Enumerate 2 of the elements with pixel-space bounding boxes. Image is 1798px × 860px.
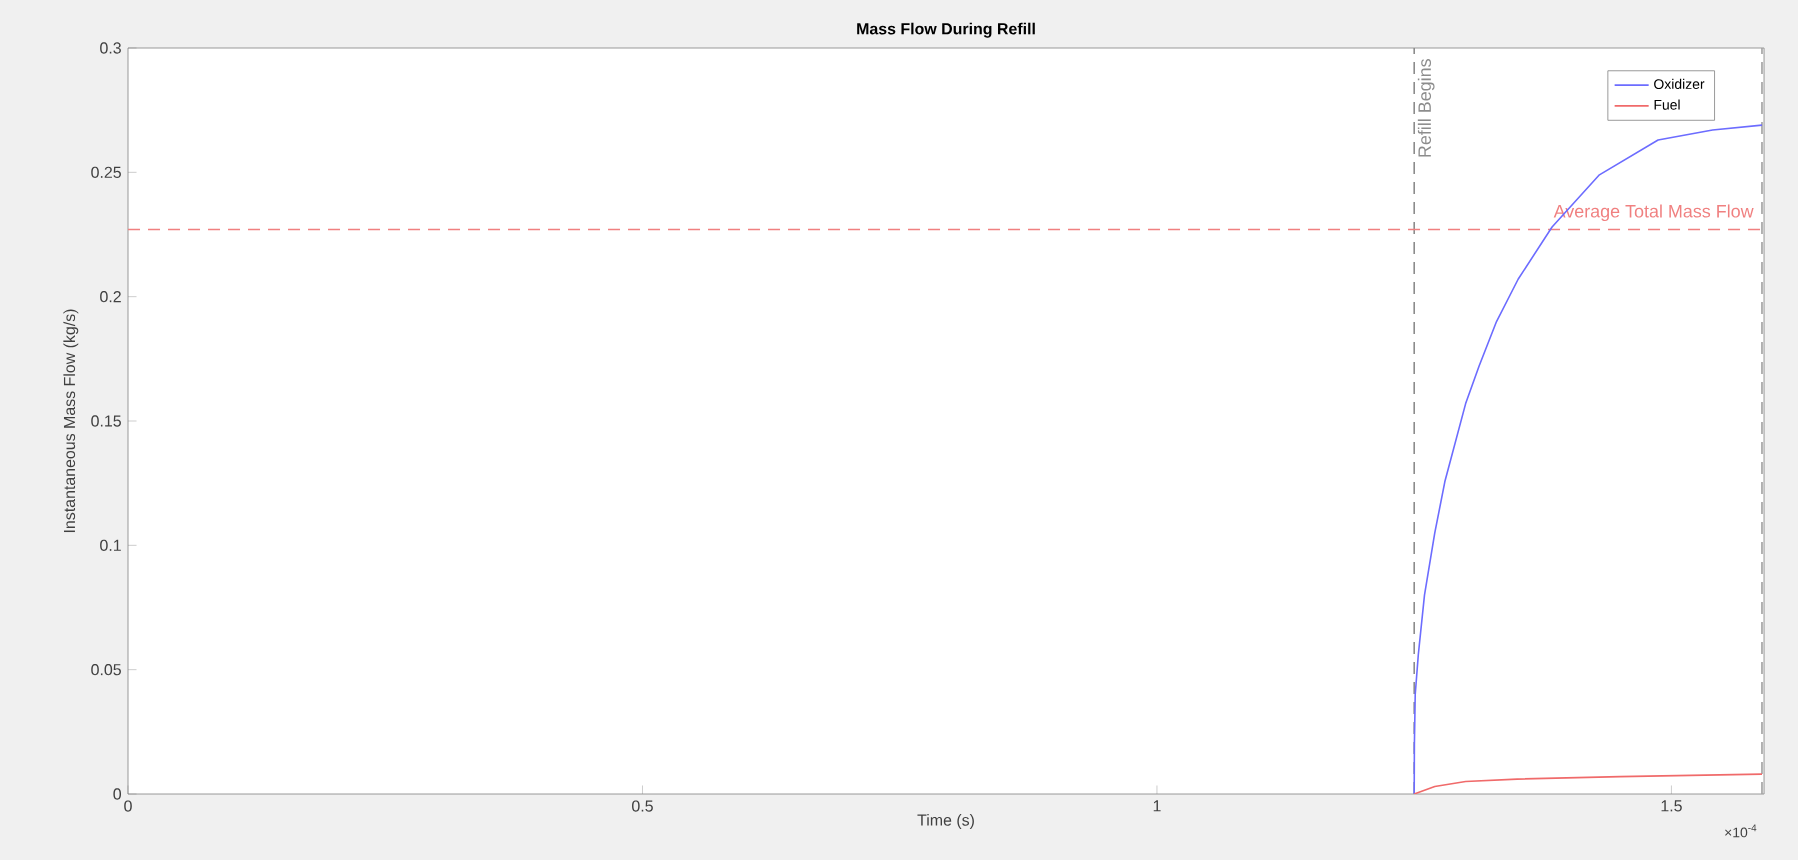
- ref-line-label: Refill Begins: [1417, 59, 1435, 157]
- line-series: [1413, 773, 1763, 794]
